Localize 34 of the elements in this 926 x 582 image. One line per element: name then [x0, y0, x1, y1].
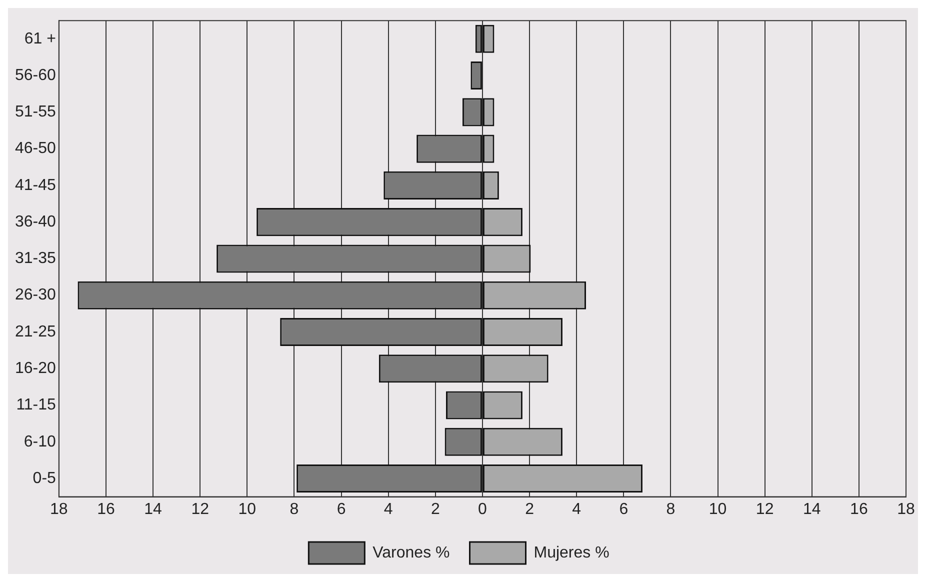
x-tick-label: 16 [850, 500, 868, 518]
y-tick-label: 41-45 [15, 176, 56, 194]
y-tick-label: 6-10 [24, 433, 56, 450]
y-tick-label: 26-30 [15, 286, 56, 304]
x-tick-label: 6 [336, 500, 346, 518]
x-tick-label: 2 [430, 500, 440, 518]
x-tick-label: 4 [384, 500, 393, 518]
y-tick-label: 51-55 [15, 104, 56, 121]
x-tick-label: 0 [478, 500, 488, 518]
x-tick-label: 14 [802, 500, 821, 518]
x-tick-label: 12 [191, 500, 210, 518]
y-tick-label: 46-50 [15, 140, 56, 158]
y-tick-label: 56-60 [15, 66, 56, 84]
x-tick-label: 16 [97, 500, 115, 518]
y-tick-label: 0-5 [32, 470, 56, 487]
x-tick-label: 10 [708, 500, 727, 518]
y-tick-label: 36-40 [15, 213, 56, 230]
x-tick-label: 18 [897, 500, 915, 518]
x-tick-label: 8 [666, 500, 676, 518]
legend-label: Mujeres % [534, 544, 610, 562]
legend-label: Varones % [372, 544, 450, 562]
y-tick-label: 31-35 [15, 250, 56, 268]
x-tick-label: 10 [238, 500, 256, 518]
x-tick-label: 12 [756, 500, 774, 518]
y-tick-label: 21-25 [15, 323, 56, 340]
y-tick-label: 16-20 [15, 360, 56, 377]
x-tick-label: 4 [572, 500, 582, 518]
x-tick-label: 14 [144, 500, 162, 518]
x-tick-label: 2 [525, 500, 534, 518]
y-tick-label: 11-15 [16, 396, 56, 414]
x-tick-label: 6 [619, 500, 628, 518]
y-tick-label: 61 + [24, 30, 56, 48]
x-tick-label: 8 [290, 500, 299, 518]
x-tick-label: 18 [50, 500, 68, 518]
